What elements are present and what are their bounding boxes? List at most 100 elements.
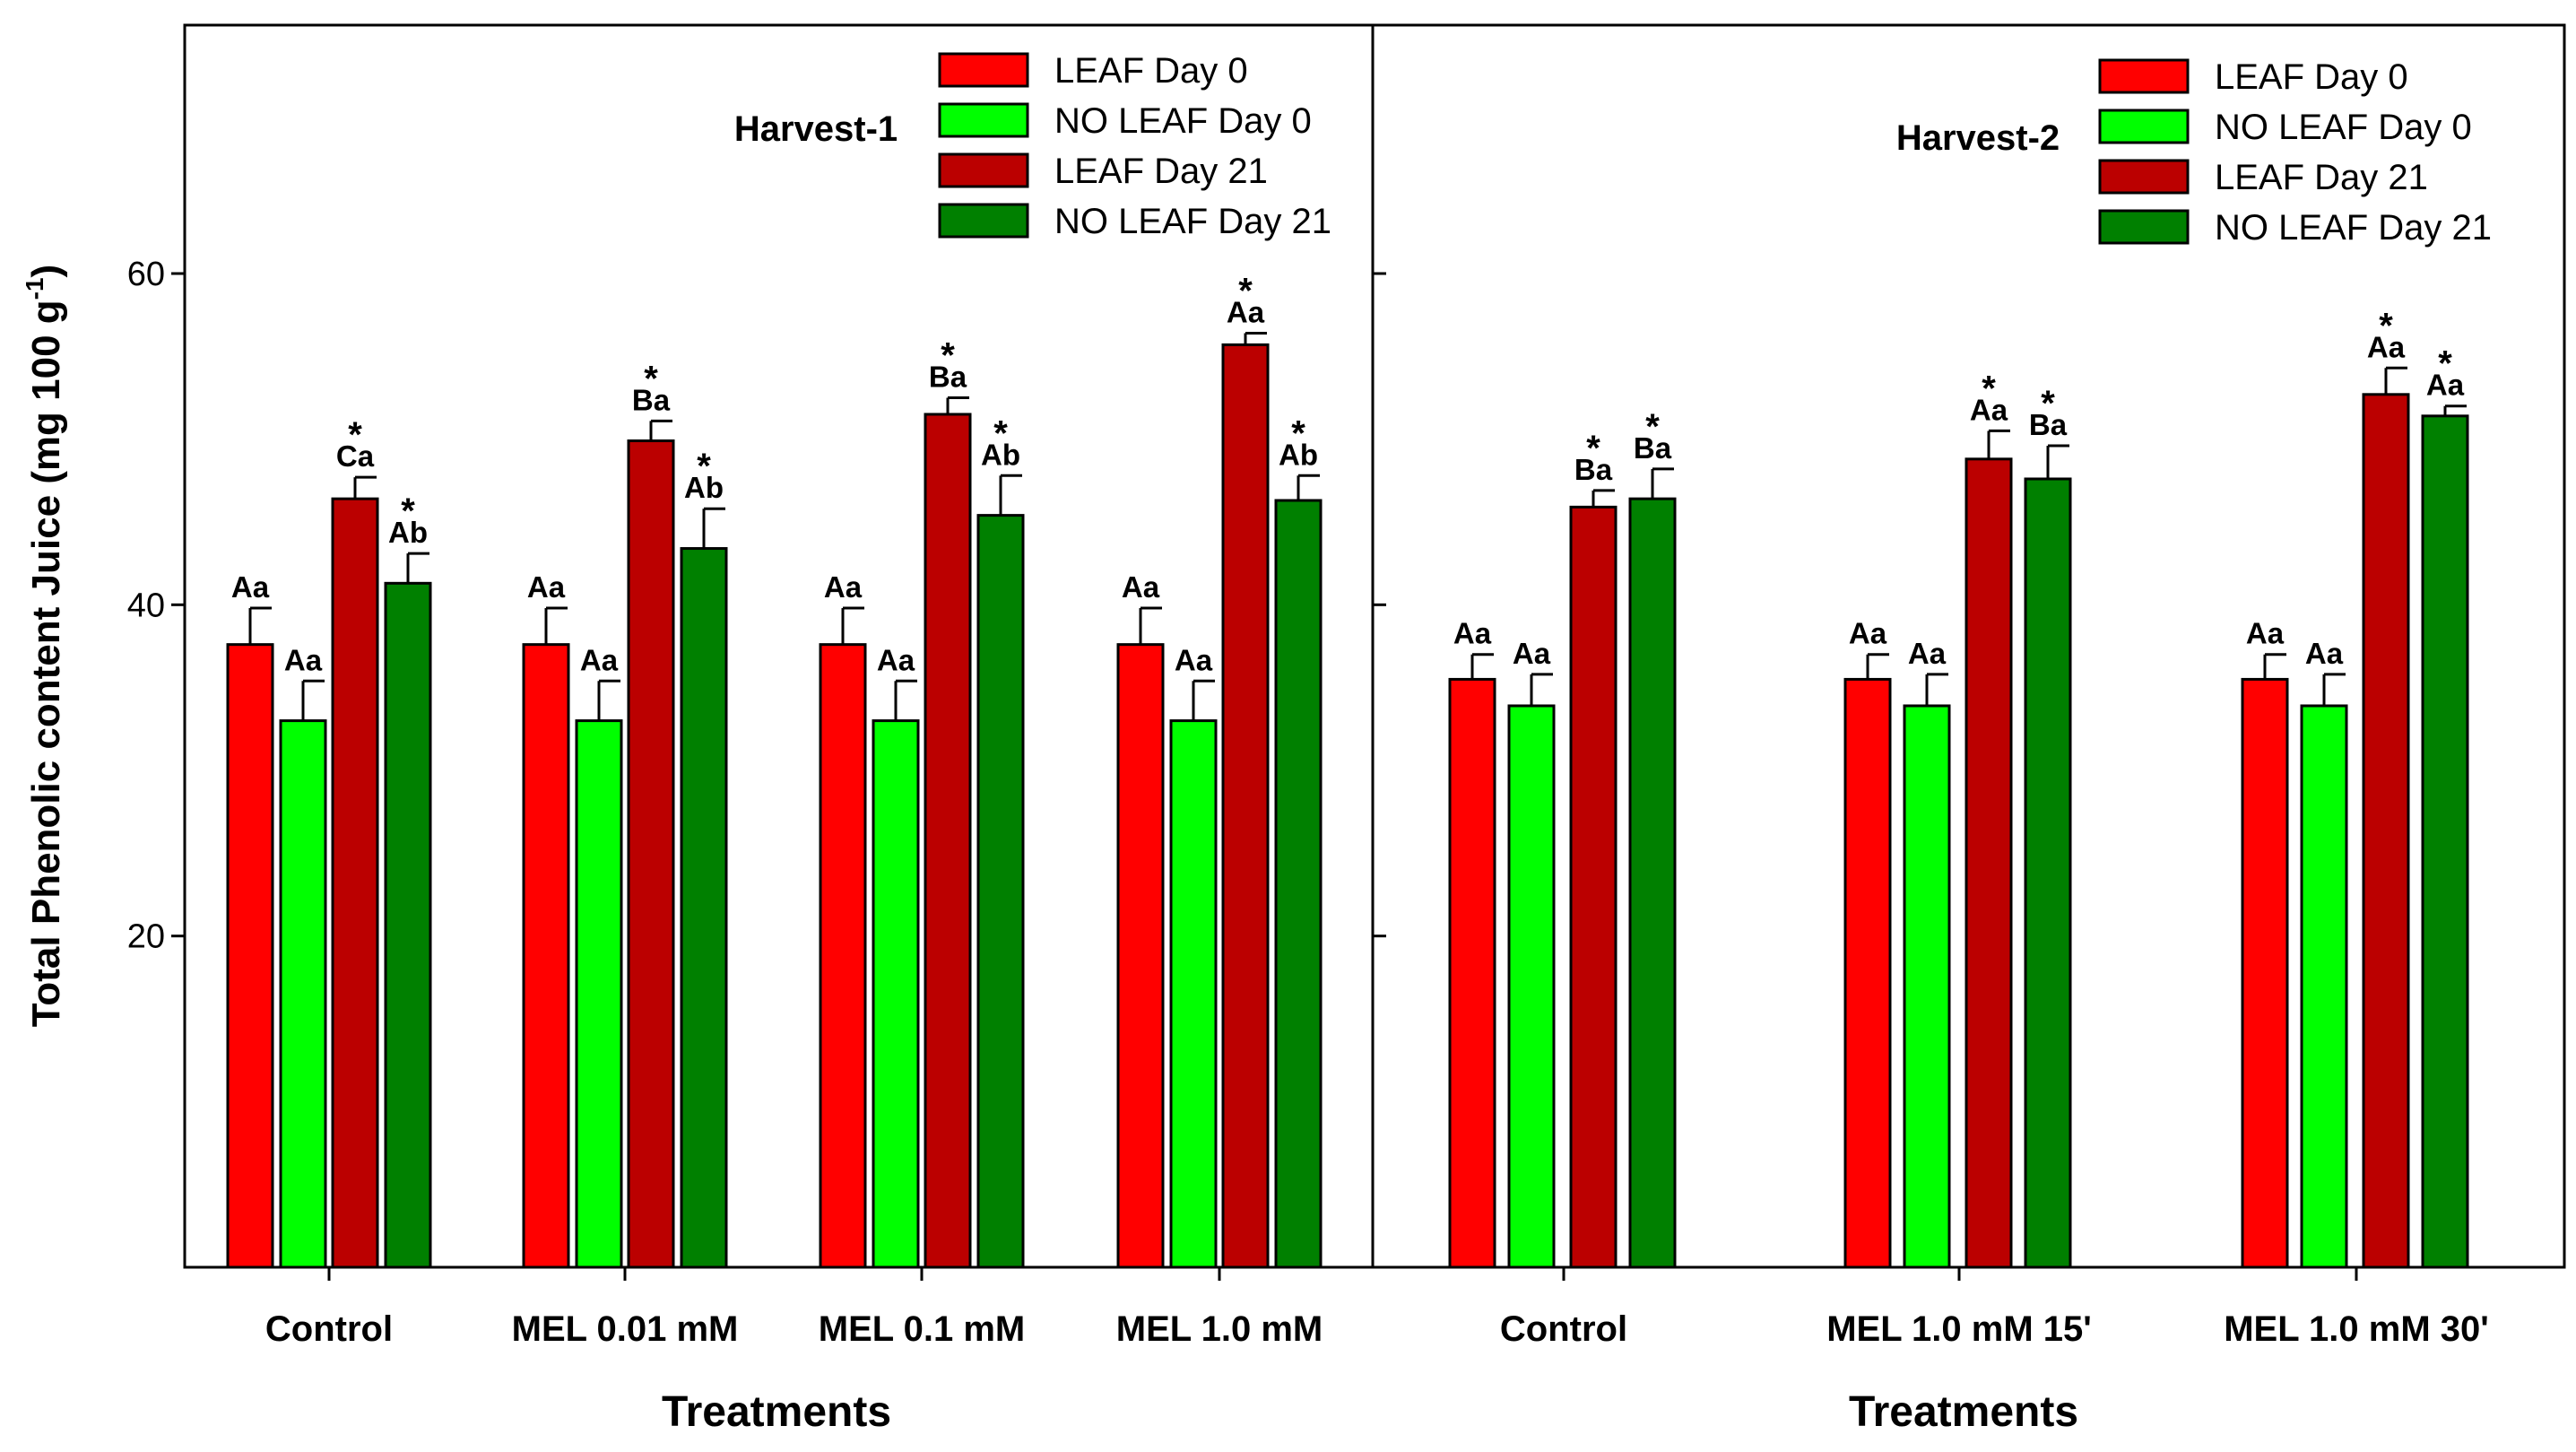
significance-star: * [1645, 407, 1660, 447]
significance-label: Aa [1970, 393, 2008, 426]
significance-label: Ba [2029, 408, 2068, 441]
bar [2241, 677, 2289, 1269]
significance-label: Ba [632, 383, 671, 416]
category-label: Control [265, 1309, 393, 1349]
bars-layer [226, 331, 2469, 1269]
significance-label: Ba [929, 361, 967, 394]
bar [680, 547, 728, 1269]
x-axis-label: Treatments [662, 1388, 891, 1436]
y-axis-label-main: Total Phenolic content Juice (mg 100 g [24, 300, 68, 1027]
legend-label: LEAF Day 0 [2215, 57, 2408, 97]
legend-label: NO LEAF Day 0 [2215, 108, 2472, 147]
legend-swatch [2098, 109, 2190, 144]
category-label: MEL 1.0 mM [1116, 1309, 1323, 1349]
significance-star: * [401, 491, 415, 531]
bar [575, 719, 623, 1269]
significance-star: * [2041, 384, 2055, 423]
legend-layer: LEAF Day 0 NO LEAF Day 0 LEAF Day 21 NO LEA… [938, 51, 2492, 248]
plot-frame [183, 23, 2566, 1269]
panel-title: Harvest-1 [734, 109, 898, 149]
bar [1116, 643, 1165, 1269]
significance-star: * [697, 447, 711, 486]
legend-label: LEAF Day 0 [1054, 51, 1248, 91]
significance-label: Aa [824, 570, 863, 604]
legend-label: NO LEAF Day 21 [1054, 202, 1331, 241]
bar [1507, 704, 1556, 1269]
bar [1448, 677, 1496, 1269]
legend-label: NO LEAF Day 0 [1054, 101, 1312, 141]
significance-label: Ba [1574, 453, 1613, 486]
significance-label: Aa [877, 643, 915, 676]
axes-layer: 20 40 60 [127, 256, 2358, 1281]
significance-star: * [941, 336, 955, 376]
bar [976, 514, 1025, 1269]
bar [1843, 677, 1892, 1269]
category-label: MEL 1.0 mM 30' [2224, 1309, 2489, 1349]
significance-star: * [1982, 369, 1996, 408]
bar [1569, 505, 1618, 1269]
bar [1628, 497, 1677, 1269]
bar [2300, 704, 2348, 1269]
significance-star: * [644, 359, 658, 398]
y-tick-label: 20 [127, 918, 165, 956]
bar [1965, 457, 2013, 1269]
significance-label: Aa [2305, 637, 2344, 670]
legend-label: LEAF Day 21 [2215, 158, 2428, 197]
significance-label: Aa [1227, 295, 1265, 328]
significance-label: Ba [1634, 431, 1672, 465]
significance-label: Aa [1513, 637, 1551, 670]
significance-label: Aa [1175, 643, 1213, 676]
bar [1274, 499, 1323, 1269]
significance-label: Aa [2426, 369, 2465, 402]
significance-label: Aa [1122, 570, 1160, 604]
significance-star: * [1586, 429, 1600, 468]
panel-title: Harvest-2 [1896, 118, 2060, 158]
significance-label: Aa [2367, 330, 2406, 363]
bar [279, 719, 327, 1269]
significance-star: * [348, 415, 362, 455]
legend-swatch [938, 152, 1029, 188]
significance-label: Ca [336, 439, 375, 473]
legend-swatch [2098, 58, 2190, 94]
significance-star: * [1238, 271, 1253, 310]
significance-label: Ab [388, 516, 428, 549]
bar [819, 643, 867, 1269]
significance-label: Aa [527, 570, 566, 604]
legend-swatch [938, 102, 1029, 138]
y-axis-label: Total Phenolic content Juice (mg 100 g-1… [21, 265, 68, 1027]
bar [924, 413, 972, 1269]
significance-label: Ab [981, 438, 1020, 471]
significance-label: Aa [1908, 637, 1947, 670]
category-label: MEL 1.0 mM 15' [1826, 1309, 2092, 1349]
category-label: MEL 0.01 mM [512, 1309, 739, 1349]
legend-swatch [2098, 209, 2190, 245]
legend-label: LEAF Day 21 [1054, 152, 1268, 191]
significance-star: * [2438, 344, 2452, 384]
significance-label: Aa [2246, 617, 2285, 650]
bar [331, 497, 379, 1269]
bar [872, 719, 920, 1269]
category-label: MEL 0.1 mM [819, 1309, 1025, 1349]
legend-label: NO LEAF Day 21 [2215, 208, 2492, 248]
bar [2362, 393, 2410, 1269]
significance-label: Aa [1453, 617, 1492, 650]
significance-label: Aa [580, 643, 619, 676]
category-label: Control [1500, 1309, 1627, 1349]
legend-swatch [938, 203, 1029, 239]
legend-swatch [938, 52, 1029, 88]
y-axis-label-close: ) [24, 265, 68, 278]
bar [2024, 477, 2072, 1269]
y-axis-label-sup: -1 [21, 277, 48, 300]
bar [627, 439, 675, 1269]
significance-label: Aa [231, 570, 270, 604]
bar [226, 643, 274, 1269]
significance-label: Aa [284, 643, 323, 676]
bar [2421, 414, 2469, 1269]
bar [1221, 343, 1270, 1269]
x-axis-label: Treatments [1849, 1388, 2078, 1436]
y-tick-label: 40 [127, 587, 165, 624]
annotation-layer: Harvest-1TreatmentsControlAaAaCa*Ab*MEL … [231, 109, 2489, 1436]
bar [522, 643, 570, 1269]
significance-label: Ab [1279, 438, 1318, 471]
